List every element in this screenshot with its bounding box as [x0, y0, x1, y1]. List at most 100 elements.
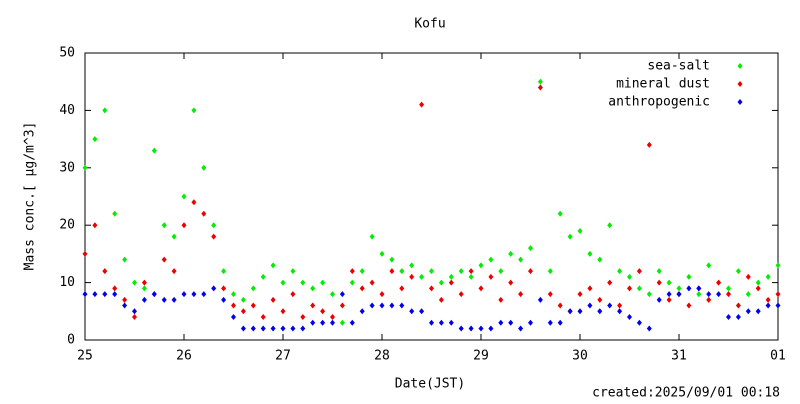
- data-point: [706, 296, 712, 303]
- data-point: [399, 285, 405, 292]
- data-point: [587, 285, 593, 292]
- data-point: [607, 302, 613, 309]
- data-point: [518, 325, 524, 332]
- data-point: [369, 279, 375, 286]
- data-point: [706, 262, 712, 269]
- data-point: [330, 319, 335, 326]
- y-tick-label: 0: [67, 333, 75, 348]
- data-point: [122, 302, 128, 309]
- y-tick-label: 30: [59, 160, 75, 175]
- data-point: [339, 291, 345, 298]
- data-point: [617, 302, 623, 309]
- data-point: [775, 262, 781, 269]
- data-point: [597, 296, 603, 303]
- data-point: [191, 107, 197, 114]
- data-point: [389, 268, 395, 275]
- data-point: [221, 296, 227, 303]
- data-point: [706, 291, 712, 298]
- data-point: [686, 302, 692, 309]
- data-point: [429, 268, 434, 275]
- data-point: [666, 279, 672, 286]
- data-point: [112, 210, 118, 217]
- data-point: [171, 233, 177, 240]
- data-point: [310, 285, 316, 292]
- data-point: [389, 302, 395, 309]
- data-point: [478, 325, 484, 332]
- data-point: [448, 273, 454, 280]
- data-point: [280, 279, 286, 286]
- data-point: [92, 222, 98, 229]
- data-point: [201, 164, 207, 171]
- data-point: [409, 308, 415, 315]
- data-point: [438, 319, 444, 326]
- data-point: [349, 268, 355, 275]
- data-point: [201, 291, 207, 298]
- plot-frame: [84, 52, 779, 341]
- data-point: [537, 296, 543, 303]
- x-tick-label: 27: [275, 349, 291, 364]
- data-point: [488, 273, 494, 280]
- data-point: [102, 291, 108, 298]
- data-point: [775, 302, 781, 309]
- data-point: [359, 268, 365, 275]
- data-point: [240, 325, 246, 332]
- data-point: [102, 107, 108, 114]
- legend-label: mineral dust: [616, 77, 710, 92]
- data-point: [211, 233, 217, 240]
- data-point: [260, 314, 266, 321]
- data-point: [320, 279, 326, 286]
- data-point: [379, 302, 385, 309]
- data-point: [369, 233, 375, 240]
- data-point: [280, 325, 286, 332]
- data-point: [735, 268, 741, 275]
- data-point: [280, 308, 286, 315]
- footnote: created:2025/09/01 00:18: [592, 386, 780, 401]
- data-point: [92, 136, 98, 143]
- data-point: [508, 319, 514, 326]
- data-point: [627, 285, 632, 292]
- x-tick-label: 01: [770, 349, 786, 364]
- data-point: [181, 222, 187, 229]
- data-point: [607, 279, 613, 286]
- data-point: [765, 296, 771, 303]
- data-point: [488, 325, 494, 332]
- data-point: [132, 314, 137, 321]
- data-point: [122, 256, 128, 263]
- data-point: [537, 78, 543, 85]
- data-point: [666, 296, 672, 303]
- data-point: [765, 302, 771, 309]
- data-point: [666, 291, 672, 298]
- data-point: [627, 314, 632, 321]
- y-tick-label: 10: [59, 275, 75, 290]
- data-point: [112, 291, 118, 298]
- data-point: [409, 262, 415, 269]
- data-point: [577, 227, 583, 234]
- data-point: [518, 256, 524, 263]
- x-axis-label: Date(JST): [395, 377, 465, 392]
- data-point: [330, 314, 335, 321]
- data-point: [458, 325, 464, 332]
- data-point: [656, 296, 662, 303]
- data-point: [676, 285, 682, 292]
- data-point: [716, 279, 722, 286]
- data-point: [240, 296, 246, 303]
- data-point: [458, 268, 464, 275]
- data-point: [617, 268, 623, 275]
- data-point: [448, 279, 454, 286]
- data-point: [765, 273, 771, 280]
- data-point: [775, 291, 781, 298]
- data-point: [597, 308, 603, 315]
- data-point: [270, 325, 276, 332]
- data-point: [547, 291, 553, 298]
- data-point: [399, 268, 405, 275]
- data-point: [627, 273, 632, 280]
- data-point: [567, 233, 573, 240]
- data-point: [438, 279, 444, 286]
- data-point: [389, 256, 395, 263]
- data-point: [587, 302, 593, 309]
- data-point: [577, 308, 583, 315]
- data-point: [191, 199, 197, 206]
- data-point: [310, 319, 316, 326]
- data-point: [745, 308, 751, 315]
